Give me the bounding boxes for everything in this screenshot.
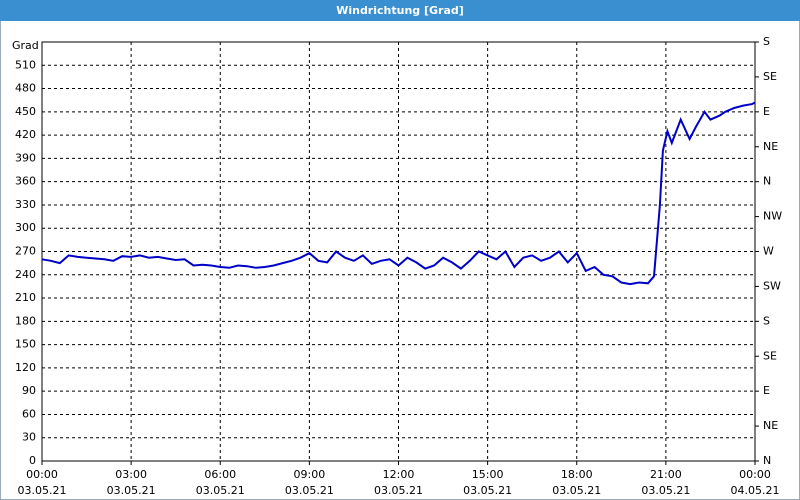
y-tick-label: 270 <box>15 245 36 258</box>
x-tick-date: 03.05.21 <box>374 484 423 497</box>
y-tick-label: 180 <box>15 314 36 327</box>
x-tick-date: 03.05.21 <box>641 484 690 497</box>
x-tick-label: 00:00 <box>26 468 58 481</box>
y-tick-label: 120 <box>15 361 36 374</box>
y2-tick-label: NE <box>763 140 778 153</box>
y2-tick-label: S <box>763 314 770 327</box>
x-tick-label: 21:00 <box>650 468 682 481</box>
y-tick-label: 30 <box>22 431 36 444</box>
x-tick-label: 06:00 <box>204 468 236 481</box>
y-tick-label: 390 <box>15 151 36 164</box>
y-tick-label: 510 <box>15 58 36 71</box>
y-axis-label: Grad <box>12 39 39 52</box>
plot-frame <box>41 41 756 462</box>
y-tick-label: 420 <box>15 128 36 141</box>
x-tick-date: 03.05.21 <box>18 484 67 497</box>
y2-tick-label: E <box>763 384 770 397</box>
title-bar <box>0 0 800 21</box>
x-tick-label: 15:00 <box>472 468 504 481</box>
y2-tick-label: N <box>763 454 771 467</box>
x-tick-label: 12:00 <box>383 468 415 481</box>
chart-title: Windrichtung [Grad] <box>336 4 464 17</box>
y2-tick-label: NW <box>763 210 782 223</box>
y2-tick-label: W <box>763 245 774 258</box>
x-tick-label: 00:00 <box>739 468 771 481</box>
y-tick-label: 360 <box>15 175 36 188</box>
y2-tick-label: NE <box>763 419 778 432</box>
y2-tick-label: SW <box>763 279 781 292</box>
y-tick-label: 60 <box>22 407 36 420</box>
x-tick-label: 18:00 <box>561 468 593 481</box>
x-tick-date: 03.05.21 <box>285 484 334 497</box>
data-line <box>41 101 756 286</box>
y-tick-label: 480 <box>15 82 36 95</box>
x-tick-date: 03.05.21 <box>196 484 245 497</box>
y-tick-label: 90 <box>22 384 36 397</box>
x-tick-label: 09:00 <box>294 468 326 481</box>
x-tick-date: 03.05.21 <box>463 484 512 497</box>
y-tick-label: 150 <box>15 338 36 351</box>
y-tick-label: 210 <box>15 291 36 304</box>
y2-tick-label: SE <box>763 349 777 362</box>
x-tick-label: 03:00 <box>115 468 147 481</box>
x-tick-date: 03.05.21 <box>552 484 601 497</box>
y-tick-label: 0 <box>29 454 36 467</box>
y2-tick-label: S <box>763 35 770 48</box>
y2-tick-label: N <box>763 175 771 188</box>
y-tick-label: 450 <box>15 105 36 118</box>
x-tick-date: 03.05.21 <box>107 484 156 497</box>
y2-tick-label: SE <box>763 70 777 83</box>
y-tick-label: 330 <box>15 198 36 211</box>
y-tick-label: 300 <box>15 221 36 234</box>
y-tick-label: 240 <box>15 268 36 281</box>
y2-tick-label: E <box>763 105 770 118</box>
x-tick-date: 04.05.21 <box>731 484 780 497</box>
